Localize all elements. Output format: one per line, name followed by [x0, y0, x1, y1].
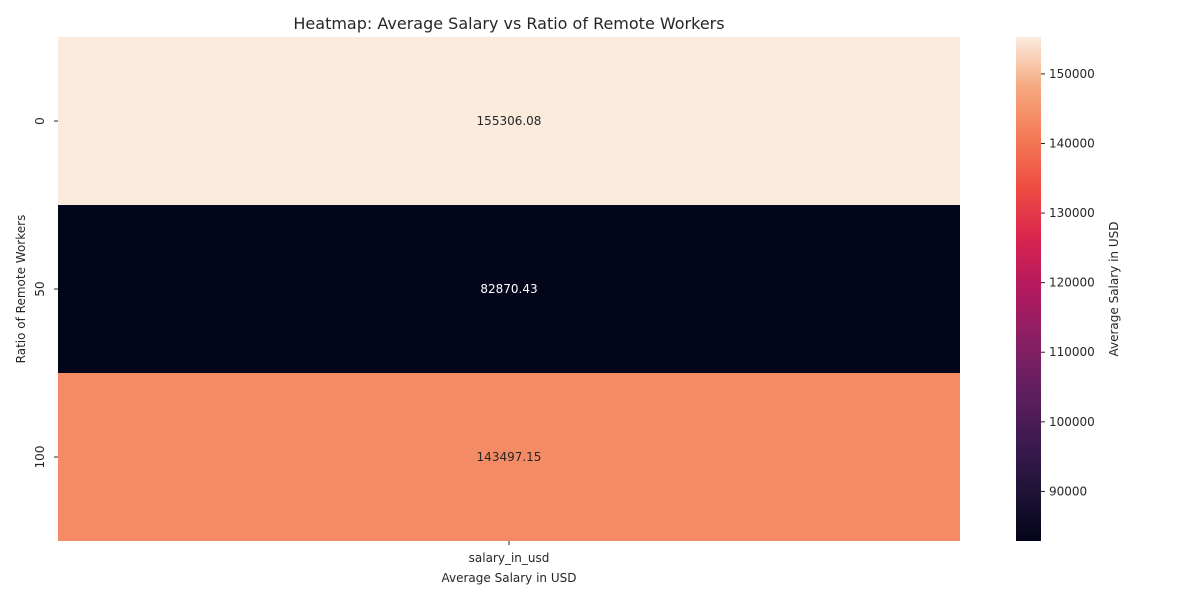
y-tick-label: 50 [33, 281, 47, 296]
cell-value-label: 82870.43 [480, 282, 537, 296]
colorbar-tick-label: 150000 [1049, 67, 1095, 81]
colorbar-tick-label: 140000 [1049, 136, 1095, 150]
colorbar [1016, 37, 1041, 541]
y-axis-label: Ratio of Remote Workers [14, 215, 28, 364]
x-axis-ticks: salary_in_usd [469, 541, 550, 565]
heatmap-cell [58, 205, 960, 373]
heatmap-cell [58, 373, 960, 541]
colorbar-ticks: 90000 100000 110000 120000 130000 140000 15000… [1041, 67, 1095, 498]
heatmap-cell [58, 37, 960, 205]
y-tick-label: 100 [33, 446, 47, 469]
y-axis-ticks: 0 50 100 [33, 117, 58, 468]
colorbar-tick-label: 120000 [1049, 276, 1095, 290]
colorbar-tick-label: 130000 [1049, 206, 1095, 220]
chart-title: Heatmap: Average Salary vs Ratio of Remo… [293, 14, 724, 33]
cell-value-label: 155306.08 [477, 114, 542, 128]
colorbar-label: Average Salary in USD [1107, 222, 1121, 357]
cell-value-label: 143497.15 [477, 450, 542, 464]
colorbar-tick-label: 90000 [1049, 484, 1087, 498]
x-tick-label: salary_in_usd [469, 551, 550, 565]
y-tick-label: 0 [33, 117, 47, 125]
colorbar-tick-label: 110000 [1049, 345, 1095, 359]
colorbar-tick-label: 100000 [1049, 415, 1095, 429]
x-axis-label: Average Salary in USD [442, 571, 577, 585]
cell-value-labels: 155306.08 82870.43 143497.15 [477, 114, 542, 464]
heatmap-cells [58, 37, 960, 541]
